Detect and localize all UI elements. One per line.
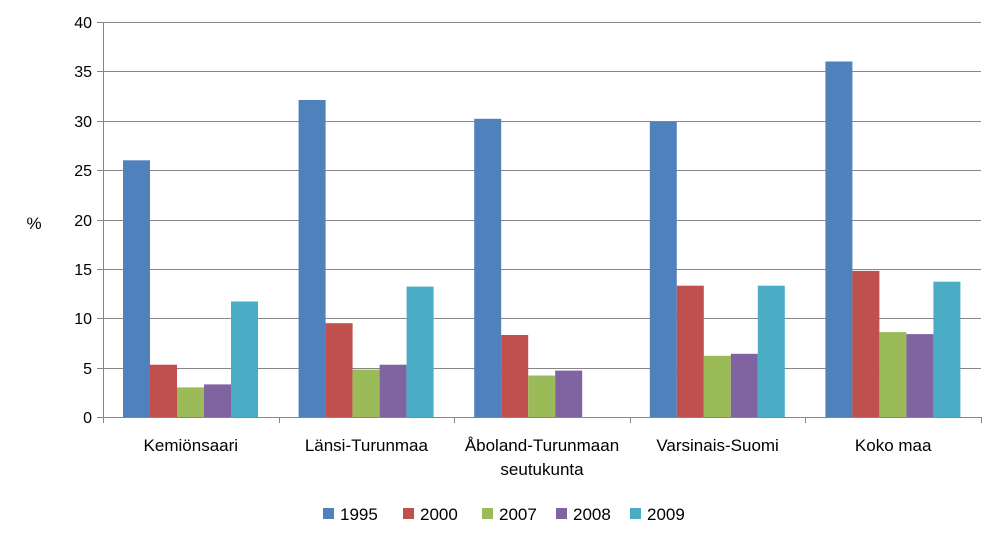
bar-2008 [730, 353, 758, 417]
bar-2007 [352, 369, 380, 417]
y-tick-label: 30 [74, 114, 92, 131]
bar-1995 [825, 61, 853, 417]
bar-2008 [379, 364, 407, 417]
bar-2009 [933, 281, 961, 417]
bar-2009 [231, 301, 258, 417]
legend: 1995 2000 2007 2008 2009 [323, 505, 685, 524]
bars [123, 61, 961, 418]
bar-2008 [906, 334, 934, 417]
y-axis-label: % [26, 214, 41, 233]
bar-2000 [852, 270, 880, 417]
x-category-label: Åboland-Turunmaan seutukunta [465, 436, 619, 479]
legend-swatch-2008 [556, 508, 567, 519]
bar-2000 [325, 323, 353, 417]
legend-label-2000: 2000 [420, 505, 458, 524]
bar-1995 [474, 118, 502, 418]
x-category-label: Varsinais-Suomi [656, 436, 779, 455]
legend-swatch-2000 [403, 508, 414, 519]
bar-2007 [703, 355, 731, 417]
bar-2008 [204, 384, 231, 417]
bar-2009 [406, 286, 434, 417]
bar-2007 [528, 375, 556, 417]
y-tick-label: 15 [74, 262, 92, 279]
bar-1995 [298, 100, 326, 417]
bar-2009 [757, 285, 785, 417]
x-category-label: Länsi-Turunmaa [305, 436, 429, 455]
bar-1995 [649, 121, 677, 417]
legend-swatch-2007 [482, 508, 493, 519]
x-category-label: Kemiönsaari [144, 436, 239, 455]
y-tick-label: 0 [83, 410, 92, 427]
legend-swatch-1995 [323, 508, 334, 519]
bar-2000 [150, 364, 177, 417]
bar-2000 [676, 285, 704, 417]
bar-1995 [123, 160, 150, 418]
axes: 0 5 10 15 20 25 30 35 40 Kemiönsaari Länsi-Turunma… [74, 15, 982, 479]
bar-2007 [879, 332, 907, 417]
legend-label-2008: 2008 [573, 505, 611, 524]
y-tick-label: 5 [83, 361, 92, 378]
y-tick-label: 10 [74, 311, 92, 328]
bar-2000 [501, 335, 529, 417]
x-category-label: Koko maa [855, 436, 932, 455]
legend-label-1995: 1995 [340, 505, 378, 524]
y-tick-label: 40 [74, 15, 92, 32]
legend-label-2007: 2007 [499, 505, 537, 524]
y-tick-label: 35 [74, 64, 92, 81]
legend-label-2009: 2009 [647, 505, 685, 524]
y-tick-label: 25 [74, 163, 92, 180]
bar-2007 [177, 387, 204, 417]
bar-2008 [555, 370, 583, 417]
y-tick-label: 20 [74, 213, 92, 230]
legend-swatch-2009 [630, 508, 641, 519]
